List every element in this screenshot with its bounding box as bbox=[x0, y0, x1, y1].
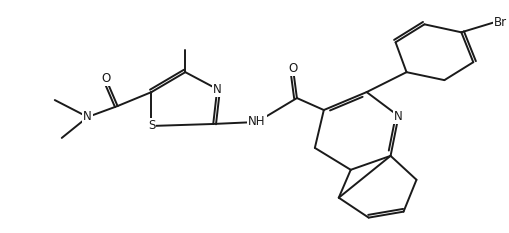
Text: O: O bbox=[288, 62, 298, 75]
Text: Br: Br bbox=[494, 16, 507, 29]
Text: O: O bbox=[101, 72, 110, 85]
Text: S: S bbox=[148, 120, 155, 133]
Text: N: N bbox=[394, 110, 403, 123]
Text: N: N bbox=[83, 110, 92, 123]
Text: N: N bbox=[213, 83, 221, 96]
Text: NH: NH bbox=[248, 116, 266, 128]
